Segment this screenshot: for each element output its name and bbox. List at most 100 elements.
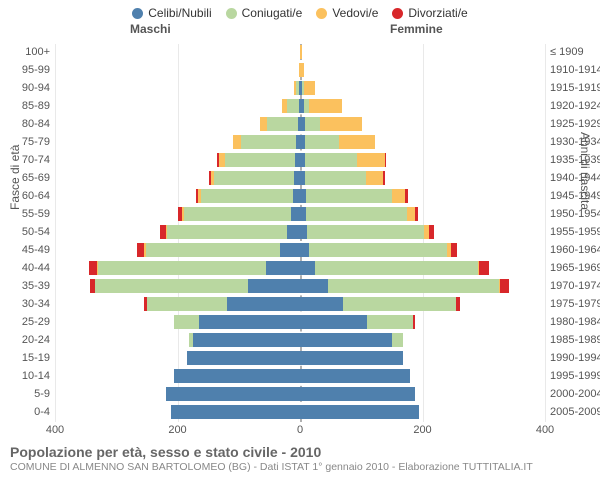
bars-female [300, 189, 408, 203]
legend: Celibi/Nubili Coniugati/e Vedovi/e Divorzia… [0, 0, 600, 22]
bars-female [300, 81, 315, 95]
bars-male [260, 117, 300, 131]
seg-widowed [309, 99, 343, 113]
birth-label: 1960-1964 [550, 244, 600, 256]
seg-single [187, 351, 300, 365]
bars-male [160, 225, 300, 239]
x-tick-label: 200 [168, 424, 186, 436]
birth-label: 1995-1999 [550, 370, 600, 382]
bars-female [300, 45, 302, 59]
bars-female [300, 153, 386, 167]
seg-single [280, 243, 300, 257]
seg-single [300, 261, 315, 275]
chart-subtitle: COMUNE DI ALMENNO SAN BARTOLOMEO (BG) - … [10, 461, 590, 473]
age-label: 35-39 [0, 280, 50, 292]
age-label: 65-69 [0, 172, 50, 184]
seg-divorced [415, 207, 418, 221]
x-tick-label: 200 [413, 424, 431, 436]
birth-label: 1925-1929 [550, 118, 600, 130]
bars-female [300, 279, 509, 293]
birth-label: 1910-1914 [550, 64, 600, 76]
label-femmine: Femmine [390, 22, 443, 36]
age-row: 10-141995-1999 [55, 369, 545, 385]
seg-divorced [451, 243, 457, 257]
seg-married [315, 261, 477, 275]
seg-divorced [500, 279, 509, 293]
bars-male [174, 315, 300, 329]
legend-label: Celibi/Nubili [148, 6, 211, 20]
age-label: 5-9 [0, 388, 50, 400]
age-label: 25-29 [0, 316, 50, 328]
seg-married [367, 315, 413, 329]
seg-single [266, 261, 300, 275]
legend-item: Vedovi/e [316, 6, 378, 20]
seg-widowed [407, 207, 414, 221]
age-row: 95-991910-1914 [55, 63, 545, 79]
seg-single [300, 297, 343, 311]
age-row: 0-42005-2009 [55, 405, 545, 421]
seg-divorced [385, 153, 386, 167]
seg-married [241, 135, 296, 149]
seg-single [300, 225, 307, 239]
birth-label: 1940-1944 [550, 172, 600, 184]
age-row: 85-891920-1924 [55, 99, 545, 115]
seg-married [309, 243, 447, 257]
legend-swatch [132, 8, 143, 19]
seg-single [193, 333, 300, 347]
label-maschi: Maschi [130, 22, 171, 36]
gender-labels: Maschi Femmine [0, 22, 600, 40]
bars-female [300, 99, 342, 113]
seg-single [300, 243, 309, 257]
seg-divorced [89, 261, 98, 275]
age-row: 5-92000-2004 [55, 387, 545, 403]
bars-male [89, 261, 300, 275]
seg-married [201, 189, 293, 203]
legend-swatch [226, 8, 237, 19]
bars-female [300, 351, 403, 365]
age-row: 45-491960-1964 [55, 243, 545, 259]
seg-single [300, 333, 392, 347]
bars-female [300, 405, 419, 419]
bars-male [187, 351, 300, 365]
seg-widowed [304, 81, 315, 95]
seg-widowed [357, 153, 385, 167]
seg-married [98, 261, 266, 275]
bars-female [300, 261, 489, 275]
seg-married [174, 315, 199, 329]
age-label: 95-99 [0, 64, 50, 76]
legend-swatch [392, 8, 403, 19]
seg-married [328, 279, 500, 293]
seg-married [214, 171, 294, 185]
x-tick-label: 0 [297, 424, 303, 436]
seg-married [392, 333, 403, 347]
age-row: 30-341975-1979 [55, 297, 545, 313]
x-tick-label: 400 [536, 424, 554, 436]
seg-widowed [260, 117, 267, 131]
seg-married [307, 225, 423, 239]
bars-female [300, 225, 434, 239]
seg-married [305, 171, 366, 185]
seg-single [171, 405, 300, 419]
age-row: 55-591950-1954 [55, 207, 545, 223]
seg-single [174, 369, 300, 383]
seg-married [287, 99, 299, 113]
legend-item: Coniugati/e [226, 6, 303, 20]
seg-married [167, 225, 286, 239]
age-label: 40-44 [0, 262, 50, 274]
legend-swatch [316, 8, 327, 19]
age-label: 85-89 [0, 100, 50, 112]
seg-divorced [456, 297, 460, 311]
seg-widowed [320, 117, 363, 131]
bars-male [217, 153, 300, 167]
seg-widowed [392, 189, 405, 203]
legend-label: Divorziati/e [408, 6, 467, 20]
age-row: 60-641945-1949 [55, 189, 545, 205]
age-row: 65-691940-1944 [55, 171, 545, 187]
birth-label: 1950-1954 [550, 208, 600, 220]
bars-male [174, 369, 300, 383]
seg-single [300, 351, 403, 365]
chart-area: Fasce di età Anni di nascita 100+≤ 19099… [0, 40, 600, 440]
age-row: 90-941915-1919 [55, 81, 545, 97]
bars-male [90, 279, 300, 293]
age-label: 15-19 [0, 352, 50, 364]
